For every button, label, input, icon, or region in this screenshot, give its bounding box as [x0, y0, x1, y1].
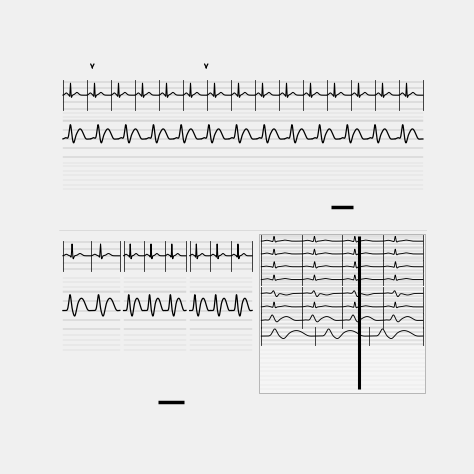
Bar [259, 234, 425, 392]
